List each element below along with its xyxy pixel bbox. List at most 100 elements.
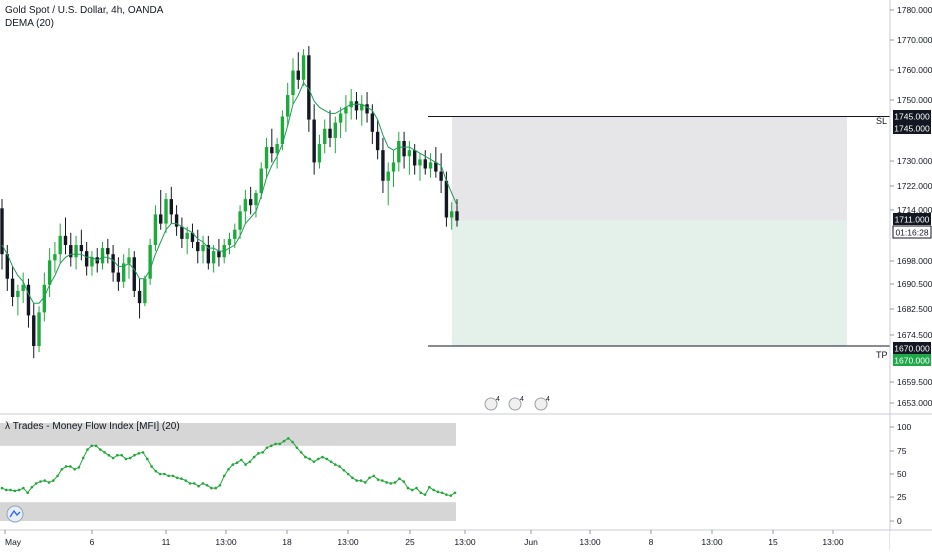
mfi-point (4, 488, 8, 492)
take-profit-zone (452, 220, 847, 346)
mfi-point (9, 488, 12, 492)
candle-body (328, 128, 332, 138)
mfi-point (158, 472, 162, 476)
mfi-point (81, 456, 85, 460)
mfi-point (423, 493, 427, 496)
price-tick-label: 1730.000 (897, 156, 932, 166)
tradingview-logo-icon[interactable] (6, 505, 24, 523)
candle-body (381, 150, 385, 181)
mfi-point (201, 482, 205, 485)
candle-body (365, 104, 369, 114)
mfi-point (372, 474, 376, 478)
mfi-point (86, 448, 89, 451)
mfi-point (406, 486, 410, 490)
mfi-point (120, 453, 123, 457)
candle-body (291, 70, 295, 96)
candle-body (143, 278, 147, 304)
mfi-point (214, 486, 217, 490)
candle-body (248, 199, 253, 206)
candle-body (106, 248, 110, 255)
mfi-point (235, 461, 239, 465)
time-tick-label: 13:00 (215, 537, 237, 547)
mfi-point (257, 452, 260, 455)
mfi-point (278, 442, 282, 446)
mfi-point (252, 455, 256, 459)
candle-body (196, 241, 200, 252)
candles (0, 46, 459, 359)
candle-body (323, 128, 327, 145)
tp-price-tag-bg (893, 342, 931, 354)
event-badge-icon[interactable] (534, 397, 548, 411)
price-tick-label: 1722.000 (897, 181, 932, 191)
symbol-title[interactable]: Gold Spot / U.S. Dollar, 4h, OANDA (5, 5, 164, 16)
tp-price-tag: 1670.000 (894, 344, 930, 354)
candle-body (412, 150, 417, 166)
time-tick-label: 15 (768, 537, 778, 547)
mfi-point (385, 481, 388, 484)
tp-text-label: TP (876, 350, 888, 360)
mfi-point (146, 457, 149, 461)
axis-corner (890, 531, 932, 550)
time-tick-label: 13:00 (822, 537, 844, 547)
mfi-point (376, 478, 380, 481)
candle-body (153, 214, 158, 246)
mfi-point (22, 486, 25, 490)
candle-body (333, 122, 338, 138)
mfi-legend[interactable]: λ Trades - Money Flow Index [MFI] (20) (5, 421, 180, 432)
mfi-point (312, 460, 316, 464)
candle-body (238, 211, 242, 230)
mfi-point (244, 463, 247, 466)
mfi-point (154, 469, 158, 473)
mfi-point (248, 460, 252, 464)
time-tick-label: 6 (90, 537, 95, 547)
candle-body (121, 263, 126, 282)
price-tick-label: 1682.500 (897, 304, 932, 314)
stop-loss-zone (452, 116, 847, 221)
dema-legend[interactable]: DEMA (20) (5, 18, 54, 29)
candle-body (307, 55, 311, 120)
mfi-point (26, 491, 29, 495)
mfi-point (73, 468, 76, 471)
mfi-point (440, 491, 444, 495)
candle-body (90, 257, 94, 267)
mfi-point (128, 456, 132, 460)
mfi-point (205, 483, 209, 487)
mfi-point (175, 476, 179, 480)
mfi-point (368, 476, 371, 480)
mfi-point (150, 465, 153, 468)
mfi-point (334, 463, 337, 466)
mfi-point (197, 484, 200, 488)
candle-body (354, 101, 359, 111)
mfi-point (329, 460, 333, 464)
mfi-pane (0, 423, 457, 523)
time-tick-label: 25 (405, 537, 415, 547)
candle-body (423, 159, 427, 169)
candle-body (201, 245, 205, 252)
mfi-point (295, 446, 299, 449)
mfi-point (180, 477, 183, 481)
mfi-point (321, 455, 324, 459)
event-badge-icon[interactable] (484, 397, 498, 411)
mfi-point (77, 466, 81, 469)
mfi-oversold-band (0, 502, 456, 521)
candle-body (211, 251, 216, 264)
candle-body (69, 245, 73, 258)
price-tick-label: 1770.000 (897, 35, 932, 45)
candle-body (74, 245, 78, 258)
countdown-tag: 01:16:28 (895, 228, 928, 238)
tp-price-tag-2: 1670.000 (894, 356, 930, 366)
candle-body (169, 199, 174, 215)
mfi-point (265, 446, 269, 449)
mfi-point (453, 491, 457, 495)
candle-body (301, 55, 306, 80)
candle-body (455, 211, 459, 221)
mfi-point (316, 457, 320, 461)
candle-body (439, 171, 443, 181)
event-badge-icon[interactable] (508, 397, 522, 411)
mfi-point (98, 448, 102, 451)
candle-body (391, 162, 396, 172)
mfi-point (163, 472, 166, 476)
candle-body (137, 290, 142, 304)
